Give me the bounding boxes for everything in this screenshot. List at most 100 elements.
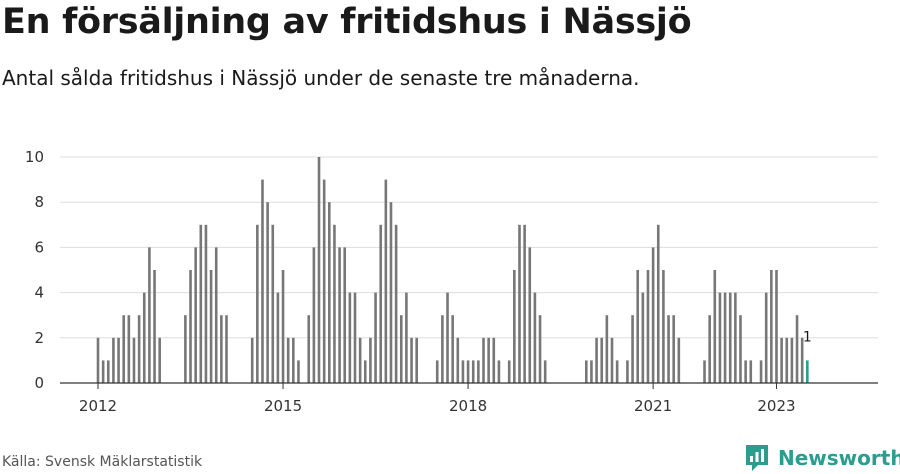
bar (636, 270, 639, 383)
y-axis-ticks: 0 2 4 6 8 10 (25, 148, 44, 392)
bar (410, 337, 413, 383)
bar (662, 270, 665, 383)
bar (132, 337, 136, 383)
bar (487, 337, 490, 383)
bar (261, 179, 264, 383)
x-tick-label: 2021 (634, 397, 672, 415)
bar (626, 360, 629, 383)
bar (610, 337, 614, 383)
bar (394, 224, 398, 383)
bar (764, 292, 768, 383)
bar (415, 337, 418, 383)
bar (605, 315, 609, 383)
last-value-label: 1 (803, 329, 812, 345)
y-tick-label: 10 (25, 148, 44, 166)
bar (286, 337, 290, 383)
bar-chart: 0 2 4 6 8 10 2012 2015 2018 2021 2023 1 (25, 148, 878, 415)
bar (379, 224, 382, 383)
bar (734, 292, 737, 383)
brand[interactable]: Newsworthy (744, 443, 900, 473)
bar (492, 337, 496, 383)
bar (461, 360, 465, 383)
bar (199, 224, 203, 383)
bar (96, 337, 100, 383)
bar (363, 360, 367, 383)
bar (677, 337, 681, 383)
bar (718, 292, 722, 383)
bar (723, 292, 727, 383)
bar (435, 360, 439, 383)
x-axis-ticks: 2012 2015 2018 2021 2023 (79, 383, 796, 415)
bar (785, 337, 789, 383)
bar (276, 292, 280, 383)
bar (137, 315, 141, 383)
bar (713, 270, 717, 383)
bar (533, 292, 537, 383)
grid-lines (60, 156, 878, 339)
bar (631, 315, 634, 383)
bar (281, 270, 285, 383)
bar (538, 315, 542, 383)
bar (543, 360, 547, 383)
bar (209, 270, 213, 383)
bar (297, 360, 300, 383)
bar (641, 292, 645, 383)
bar (117, 337, 120, 383)
y-tick-label: 2 (34, 329, 44, 347)
bar (194, 247, 197, 383)
bar (328, 202, 331, 383)
bar (204, 224, 208, 383)
bar (806, 360, 809, 383)
bar (744, 360, 747, 383)
bar (780, 337, 783, 383)
y-tick-label: 0 (34, 374, 44, 392)
bar (127, 315, 131, 383)
bar (615, 360, 619, 383)
bar (142, 292, 146, 383)
y-tick-label: 8 (34, 193, 44, 211)
bar (106, 360, 110, 383)
bar (646, 270, 650, 383)
bar (189, 270, 192, 383)
bar (358, 337, 362, 383)
bar (703, 360, 706, 383)
bar (590, 360, 593, 383)
bar (749, 360, 753, 383)
bar (795, 315, 799, 383)
bar (343, 247, 347, 383)
bar (456, 337, 460, 383)
bar (399, 315, 403, 383)
bar (600, 337, 604, 383)
bar (728, 292, 732, 383)
data-labels: 1 (803, 329, 812, 345)
bar (312, 247, 316, 383)
x-tick-label: 2018 (449, 397, 487, 415)
bar (266, 202, 269, 383)
x-tick-label: 2023 (757, 397, 795, 415)
bar (482, 337, 485, 383)
bar (101, 360, 105, 383)
bar (523, 224, 526, 383)
bar (374, 292, 377, 383)
bar (528, 247, 532, 383)
bar (446, 292, 449, 383)
bar (333, 224, 336, 383)
bar (497, 360, 501, 383)
bar (585, 360, 588, 383)
bar (112, 337, 115, 383)
bar (214, 247, 218, 383)
source-note: Källa: Svensk Mäklarstatistik (2, 454, 203, 470)
bar (466, 360, 470, 383)
bar (369, 337, 372, 383)
bar (471, 360, 475, 383)
bar (451, 315, 454, 383)
bar (518, 224, 521, 383)
bar (595, 337, 598, 383)
bar (158, 337, 161, 383)
bar (775, 270, 778, 383)
bar (353, 292, 357, 383)
bar (220, 315, 223, 383)
bar (405, 292, 408, 383)
bar (292, 337, 295, 383)
bar (322, 179, 326, 383)
